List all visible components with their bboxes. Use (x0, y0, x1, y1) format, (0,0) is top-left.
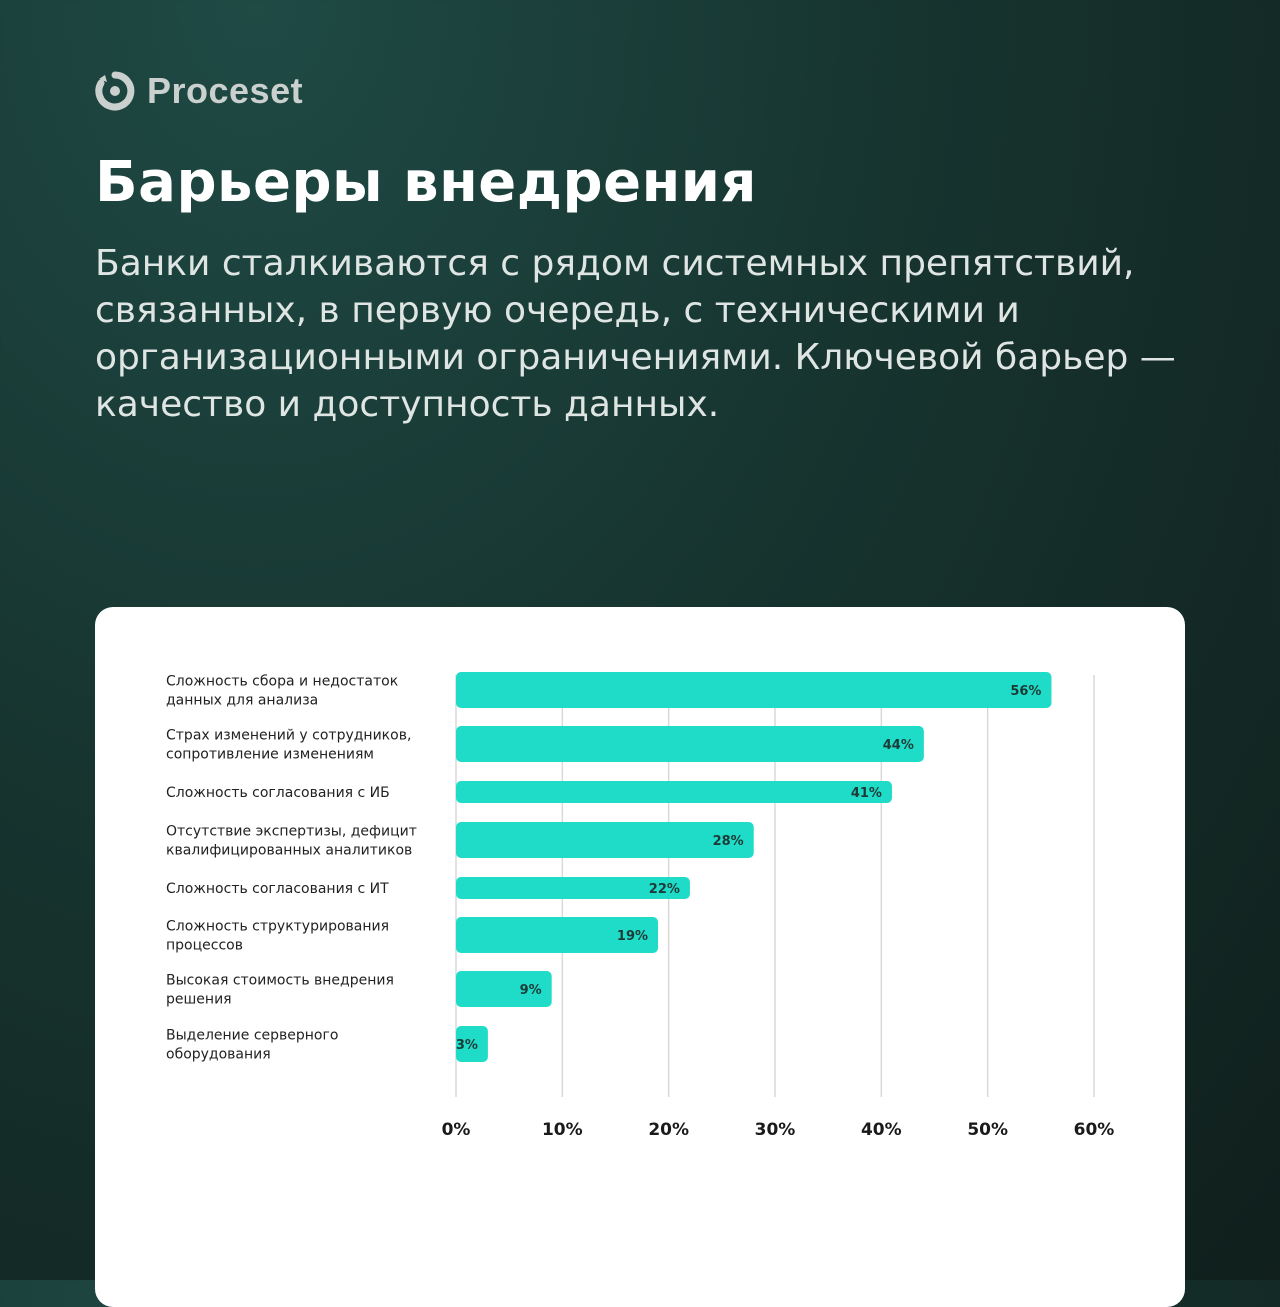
value-label-0: 56% (1010, 684, 1041, 699)
x-tick-label-5: 50% (967, 1120, 1008, 1140)
x-tick-label-4: 40% (861, 1120, 902, 1140)
category-label-1: Страх изменений у сотрудников, сопротивле… (166, 728, 411, 763)
value-label-3: 28% (713, 834, 744, 849)
chart-card: 56% Сложность сбора и недостаток данных дл… (95, 607, 1185, 1307)
page-title: Барьеры внедрения (95, 150, 757, 215)
value-label-1: 44% (883, 738, 914, 753)
page-subtitle: Банки сталкиваются с рядом системных пре… (95, 243, 1176, 425)
value-label-5: 19% (617, 929, 648, 944)
bar-5 (456, 917, 659, 953)
bar-1 (456, 726, 924, 762)
x-tick-label-1: 10% (542, 1120, 583, 1140)
bar-chart: 56% Сложность сбора и недостаток данных дл… (166, 672, 1115, 1140)
category-label-5: Сложность структурирования процессов (166, 919, 389, 954)
x-tick-label-0: 0% (442, 1120, 471, 1140)
category-label-line: Сложность согласования с ИТ (166, 881, 389, 897)
category-label-line: процессов (166, 938, 243, 954)
category-label-line: Высокая стоимость внедрения (166, 973, 394, 989)
category-label-line: Страх изменений у сотрудников, (166, 728, 411, 744)
category-label-3: Отсутствие экспертизы, дефицит квалифицир… (166, 824, 417, 859)
value-label-6: 9% (520, 983, 542, 998)
category-label-6: Высокая стоимость внедрения решения (166, 973, 394, 1008)
bar-6 (456, 971, 552, 1007)
bar-7 (456, 1026, 488, 1062)
brand-logo: Proceset (95, 70, 303, 112)
category-label-line: квалифицированных аналитиков (166, 843, 412, 859)
bar-2 (456, 781, 892, 803)
category-label-line: Выделение серверного (166, 1028, 338, 1044)
category-label-line: Сложность согласования с ИБ (166, 785, 390, 801)
brand-name: Proceset (147, 70, 304, 111)
category-label-2: Сложность согласования с ИБ (166, 785, 390, 801)
value-label-2: 41% (851, 786, 882, 801)
x-tick-label-6: 60% (1074, 1120, 1115, 1140)
category-label-line: решения (166, 992, 232, 1008)
value-label-4: 22% (649, 882, 680, 897)
bar-3 (456, 822, 754, 858)
category-label-line: оборудования (166, 1047, 271, 1063)
category-label-4: Сложность согласования с ИТ (166, 881, 389, 897)
proceset-logo-icon (95, 71, 135, 111)
category-label-0: Сложность сбора и недостаток данных для а… (166, 674, 398, 709)
x-tick-label-2: 20% (648, 1120, 689, 1140)
category-label-line: Отсутствие экспертизы, дефицит (166, 824, 417, 840)
value-label-7: 3% (456, 1038, 478, 1053)
category-label-line: сопротивление изменениям (166, 747, 374, 763)
x-tick-label-3: 30% (755, 1120, 796, 1140)
category-label-line: Сложность структурирования (166, 919, 389, 935)
category-label-line: данных для анализа (166, 693, 318, 709)
category-label-line: Сложность сбора и недостаток (166, 674, 398, 690)
category-label-7: Выделение серверного оборудования (166, 1028, 338, 1063)
bar-4 (456, 877, 690, 899)
bar-0 (456, 672, 1052, 708)
